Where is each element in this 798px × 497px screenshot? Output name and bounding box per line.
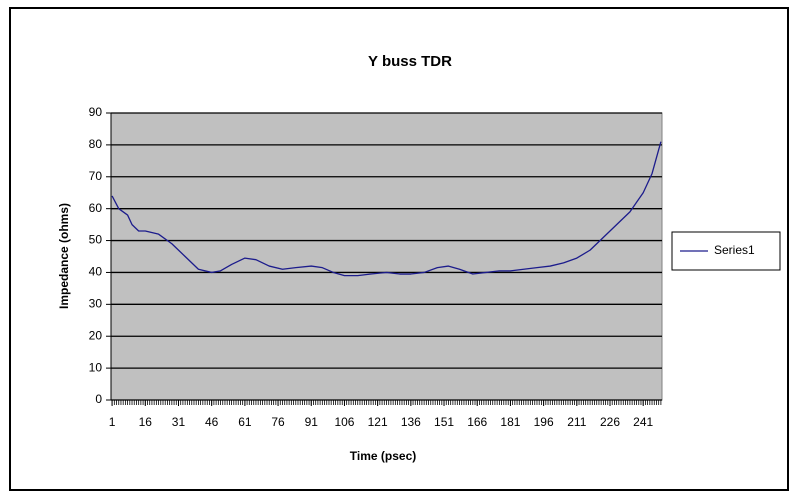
y-tick-label: 40 bbox=[89, 265, 103, 279]
x-tick-label: 241 bbox=[633, 415, 653, 429]
x-tick-label: 106 bbox=[334, 415, 354, 429]
x-tick-label: 136 bbox=[401, 415, 421, 429]
x-tick-label: 91 bbox=[305, 415, 319, 429]
x-tick-label: 16 bbox=[139, 415, 153, 429]
y-tick-label: 0 bbox=[95, 392, 102, 406]
y-tick-label: 90 bbox=[89, 105, 103, 119]
x-tick-label: 76 bbox=[271, 415, 285, 429]
x-tick-label: 226 bbox=[600, 415, 620, 429]
chart-border bbox=[9, 7, 789, 491]
y-tick-label: 30 bbox=[89, 297, 103, 311]
y-tick-label: 10 bbox=[89, 360, 103, 374]
y-tick-label: 80 bbox=[89, 137, 103, 151]
y-tick-label: 50 bbox=[89, 233, 103, 247]
x-axis-title: Time (psec) bbox=[350, 449, 416, 463]
x-tick-label: 31 bbox=[172, 415, 186, 429]
x-tick-label: 61 bbox=[238, 415, 252, 429]
plot-area bbox=[110, 112, 663, 401]
x-tick-label: 1 bbox=[109, 415, 116, 429]
y-axis-title: Impedance (ohms) bbox=[57, 203, 71, 309]
x-tick-label: 121 bbox=[368, 415, 388, 429]
y-tick-label: 70 bbox=[89, 169, 103, 183]
x-tick-label: 211 bbox=[567, 415, 586, 429]
x-tick-label: 151 bbox=[434, 415, 454, 429]
legend-label: Series1 bbox=[714, 243, 755, 257]
series-line bbox=[111, 141, 662, 277]
y-tick-label: 20 bbox=[89, 328, 103, 342]
chart-title: Y buss TDR bbox=[368, 53, 452, 70]
x-tick-label: 181 bbox=[500, 415, 520, 429]
y-tick-label: 60 bbox=[89, 201, 103, 215]
x-tick-label: 196 bbox=[534, 415, 554, 429]
x-tick-label: 166 bbox=[467, 415, 487, 429]
x-tick-label: 46 bbox=[205, 415, 219, 429]
